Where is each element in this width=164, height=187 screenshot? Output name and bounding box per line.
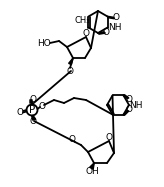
Text: O: O (125, 95, 132, 104)
Text: NH: NH (129, 100, 143, 110)
Text: O: O (30, 117, 37, 125)
Polygon shape (69, 58, 73, 65)
Text: O: O (105, 133, 113, 142)
Text: CH₃: CH₃ (75, 16, 90, 25)
Text: O: O (69, 136, 75, 145)
Text: O: O (17, 108, 23, 117)
Polygon shape (90, 163, 94, 169)
Text: HO: HO (37, 39, 51, 47)
Text: O: O (66, 67, 73, 76)
Text: O: O (30, 94, 37, 103)
Text: O: O (112, 13, 119, 22)
Text: O: O (82, 28, 90, 38)
Text: NH: NH (108, 23, 121, 32)
Text: OH: OH (85, 168, 99, 177)
Text: P: P (29, 105, 35, 115)
Text: O: O (102, 27, 110, 36)
Text: O: O (125, 105, 132, 114)
Text: O: O (39, 102, 45, 111)
